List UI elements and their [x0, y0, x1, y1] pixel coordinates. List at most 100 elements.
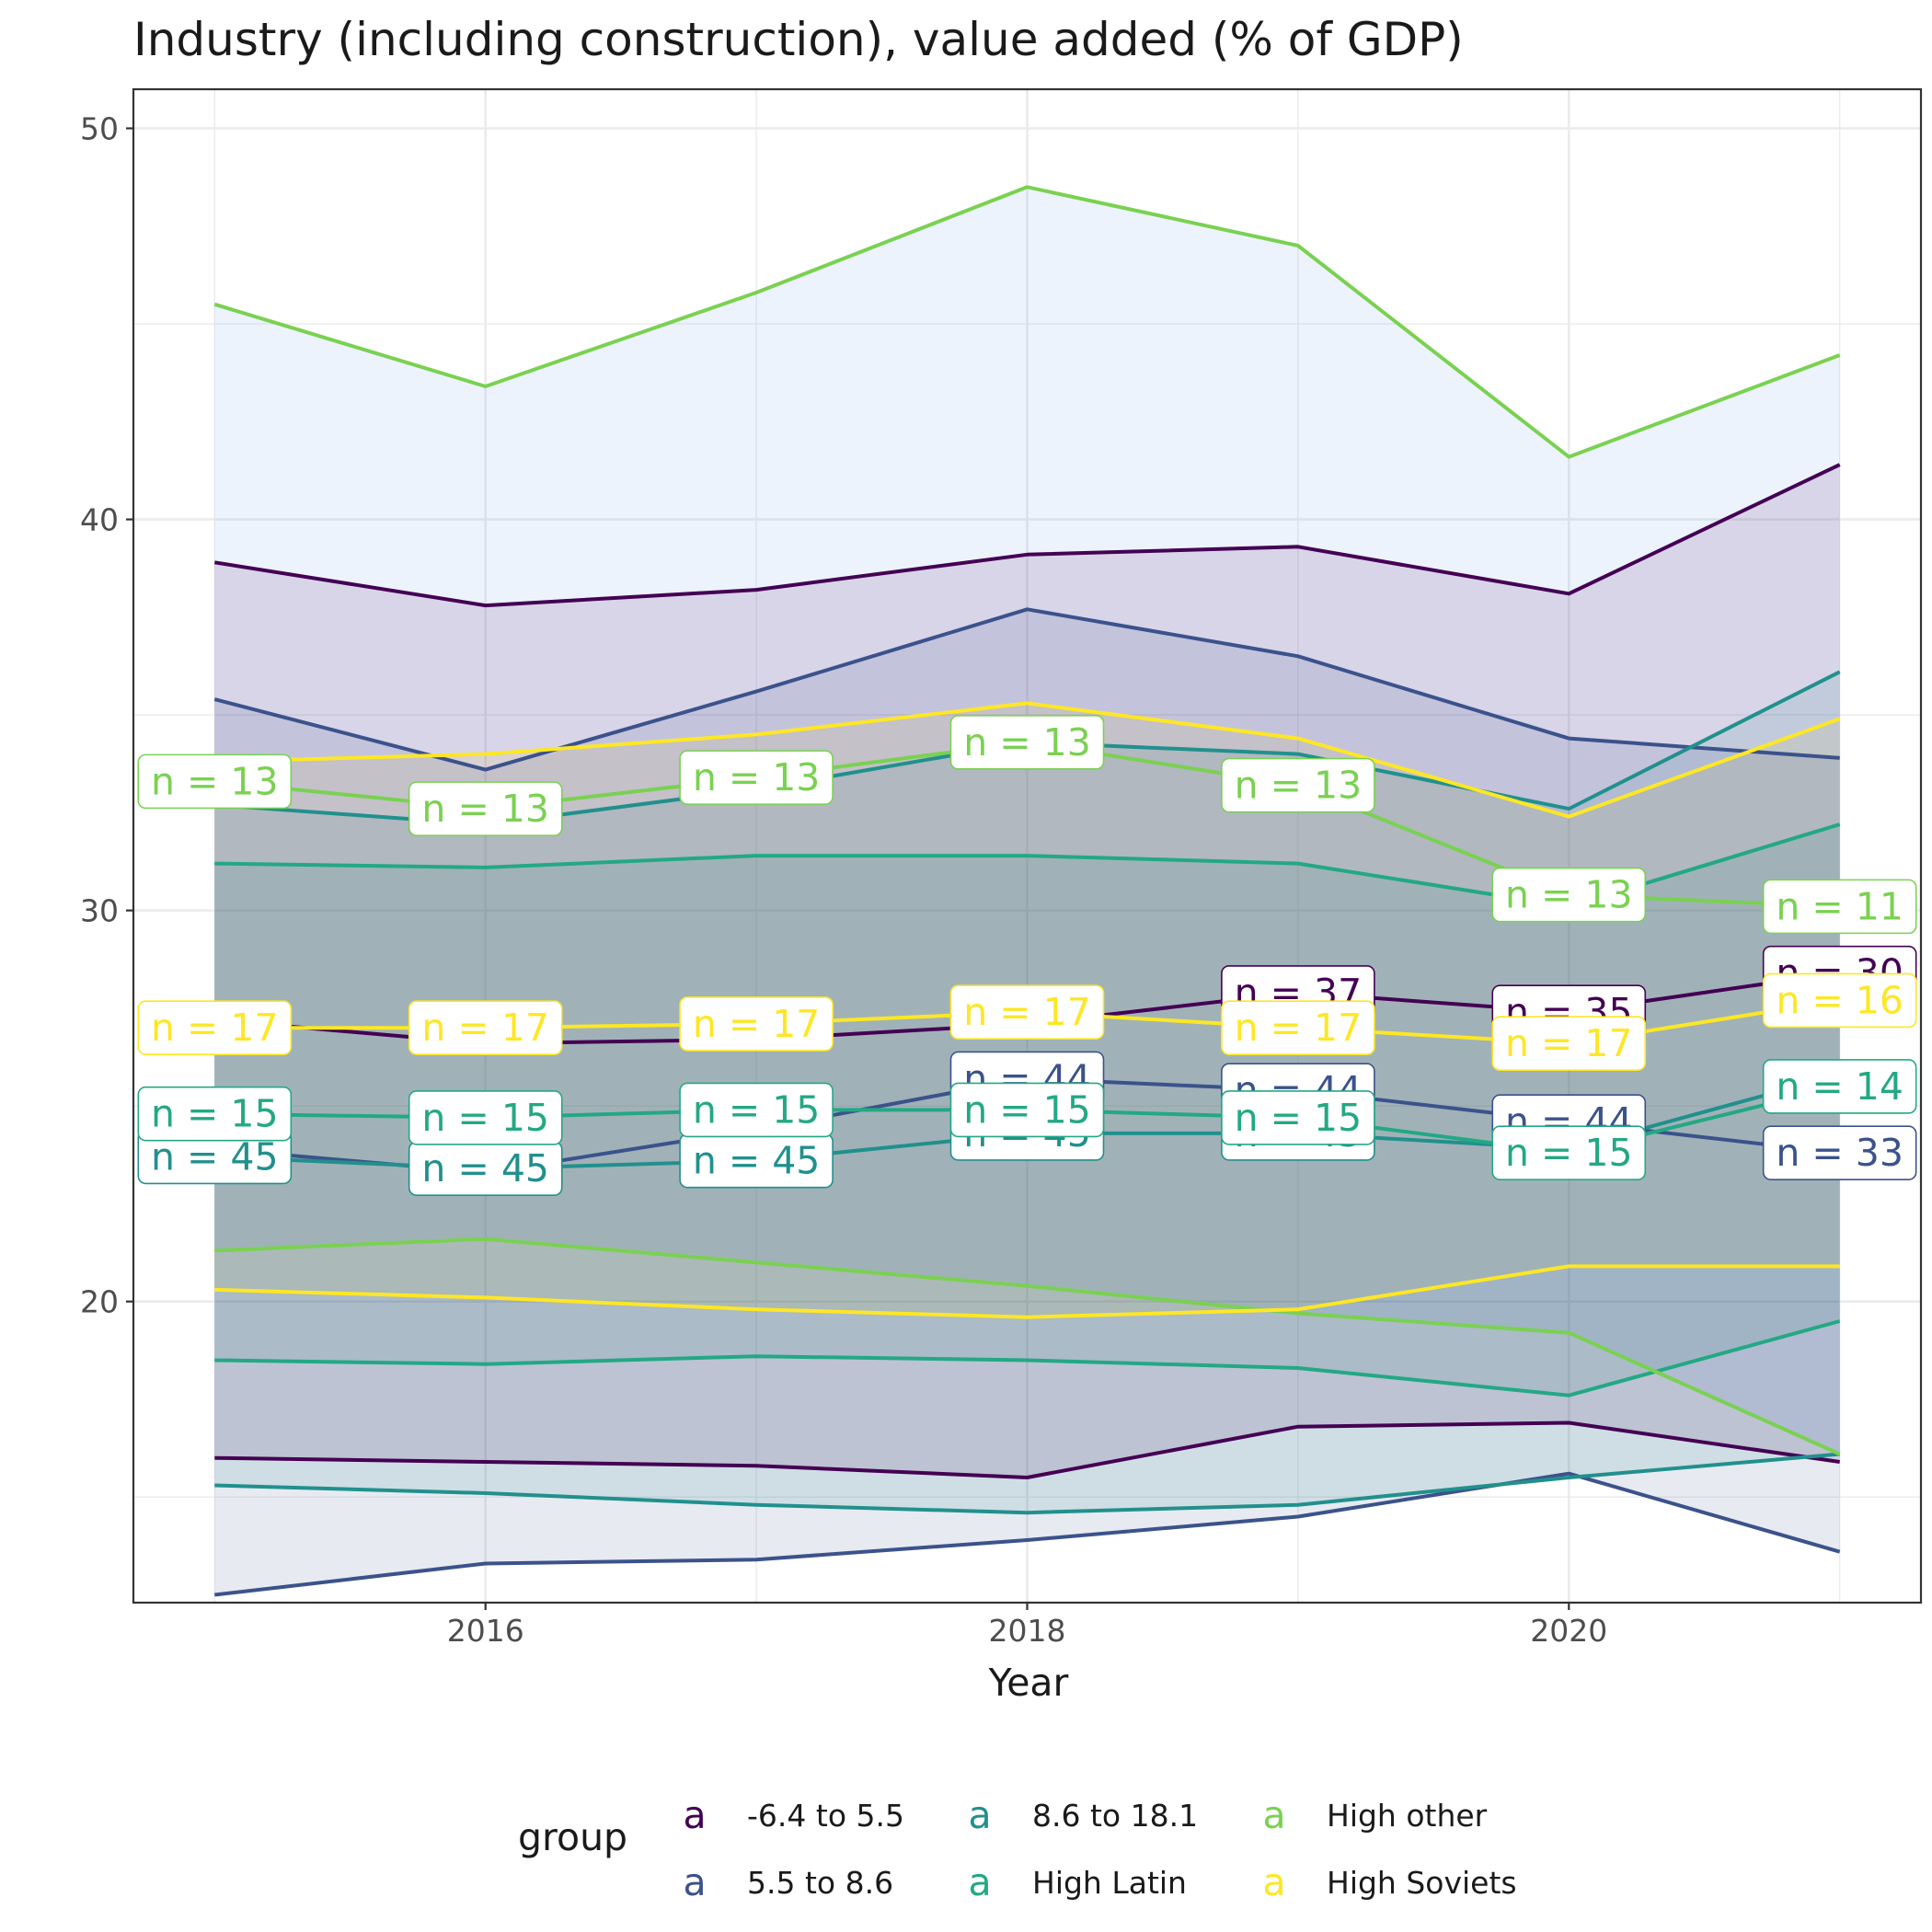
- line-upper-high-other: [213, 185, 1841, 459]
- n-label: n = 17: [679, 996, 834, 1052]
- n-label: n = 13: [137, 753, 293, 810]
- n-label-box: [1491, 867, 1647, 923]
- n-label-box: [1221, 1090, 1375, 1145]
- n-label-text: n = 15: [151, 1092, 279, 1136]
- n-label: n = 13: [408, 781, 563, 836]
- n-label-text: n = 17: [1235, 1006, 1363, 1050]
- legend-title: group: [518, 1815, 627, 1859]
- line-upper--6-4-to-5-5: [213, 463, 1841, 608]
- n-label-box: [1762, 1125, 1917, 1180]
- n-label-text: n = 13: [421, 787, 549, 831]
- n-label-box: [1762, 972, 1917, 1029]
- legend-label: High other: [1327, 1798, 1488, 1834]
- n-label: n = 15: [1491, 1125, 1647, 1180]
- n-label-box: [1221, 757, 1375, 813]
- n-label: n = 17: [1221, 1000, 1375, 1055]
- n-label: n = 17: [1491, 1016, 1647, 1071]
- n-label-text: n = 15: [963, 1087, 1091, 1132]
- n-label: n = 15: [408, 1090, 563, 1145]
- y-tick-label: 30: [80, 893, 119, 929]
- legend-key: a: [968, 1793, 991, 1837]
- legend-key: a: [683, 1860, 706, 1904]
- n-label-text: n = 17: [963, 990, 1091, 1034]
- x-tick-label: 2020: [1530, 1613, 1607, 1649]
- legend: group a -6.4 to 5.5 a 5.5 to 8.6 a 8.6 to 18.…: [518, 1793, 1517, 1904]
- x-tick-label: 2016: [447, 1613, 524, 1649]
- n-label: n = 13: [949, 715, 1105, 770]
- n-label: n = 15: [137, 1086, 293, 1142]
- n-label: n = 11: [1762, 879, 1917, 935]
- n-label: n = 15: [679, 1082, 834, 1138]
- n-label-box: [679, 1082, 834, 1138]
- grid: [133, 89, 1921, 1603]
- y-tick-label: 50: [80, 111, 119, 147]
- n-label-box: [949, 715, 1105, 770]
- n-label-box: [1491, 1125, 1647, 1180]
- n-label-box: [679, 996, 834, 1052]
- n-label-text: n = 13: [1235, 764, 1363, 808]
- legend-key: a: [683, 1793, 706, 1837]
- n-label: n = 33: [1762, 1125, 1917, 1180]
- n-label-text: n = 13: [693, 755, 821, 799]
- n-label-box: [408, 1090, 563, 1145]
- line-lower-8-6-to-18-1: [214, 1452, 1840, 1515]
- n-label: n = 17: [408, 1000, 563, 1055]
- n-label-text: n = 17: [693, 1002, 821, 1046]
- legend-label: High Latin: [1032, 1865, 1187, 1901]
- legend-label: -6.4 to 5.5: [747, 1798, 904, 1834]
- n-label-text: n = 15: [1235, 1096, 1363, 1140]
- n-label: n = 17: [137, 1000, 293, 1055]
- n-label-text: n = 17: [151, 1006, 279, 1050]
- legend-key: a: [1262, 1793, 1285, 1837]
- line-lower-5-5-to-8-6: [214, 1471, 1841, 1597]
- n-label-box: [949, 1082, 1105, 1138]
- n-label-text: n = 13: [1505, 873, 1633, 917]
- n-label: n = 17: [949, 984, 1105, 1040]
- y-tick-label: 40: [80, 502, 119, 538]
- n-label-text: n = 15: [421, 1096, 549, 1140]
- x-tick-label: 2018: [989, 1613, 1066, 1649]
- x-axis-title: Year: [988, 1661, 1069, 1705]
- line-upper-5-5-to-8-6: [213, 607, 1840, 772]
- line-lower-high-other: [214, 1236, 1841, 1456]
- n-label: n = 13: [1221, 757, 1375, 813]
- legend-label: 5.5 to 8.6: [747, 1865, 893, 1901]
- n-label-text: n = 45: [421, 1146, 549, 1190]
- legend-key: a: [968, 1860, 991, 1904]
- n-label-text: n = 13: [963, 720, 1091, 765]
- n-label-text: n = 15: [1505, 1131, 1633, 1175]
- n-label-box: [1762, 1059, 1917, 1114]
- line-upper-high-soviets: [214, 701, 1841, 819]
- n-label-text: n = 11: [1776, 884, 1903, 928]
- n-label-text: n = 15: [693, 1087, 821, 1132]
- chart-title: Industry (including construction), value…: [133, 13, 1464, 66]
- n-label-text: n = 45: [693, 1139, 821, 1183]
- n-label-box: [949, 984, 1105, 1040]
- n-label-text: n = 17: [421, 1006, 549, 1050]
- n-label: n = 45: [679, 1133, 834, 1189]
- n-label-text: n = 13: [151, 759, 279, 803]
- n-label-text: n = 33: [1776, 1131, 1903, 1175]
- n-label: n = 13: [679, 750, 834, 805]
- ribbon-high-other: [214, 187, 1840, 1455]
- legend-key: a: [1262, 1860, 1285, 1904]
- ribbon--6-4-to-5-5: [214, 465, 1840, 1478]
- n-label: n = 13: [1491, 867, 1647, 923]
- line-lower--6-4-to-5-5: [214, 1420, 1840, 1479]
- n-label-box: [1491, 1016, 1647, 1071]
- n-label: n = 14: [1762, 1059, 1917, 1114]
- n-label-text: n = 17: [1505, 1021, 1633, 1065]
- n-label-text: n = 45: [151, 1134, 279, 1179]
- n-labels: n = 37n = 35n = 30n = 44n = 44n = 44n = …: [137, 715, 1917, 1196]
- n-label-box: [408, 781, 563, 836]
- line-lower-high-soviets: [214, 1264, 1840, 1319]
- n-label-box: [137, 1086, 293, 1142]
- n-label: n = 15: [949, 1082, 1105, 1138]
- n-label-text: n = 16: [1776, 978, 1903, 1022]
- n-label-box: [137, 753, 293, 810]
- n-label-box: [408, 1000, 563, 1055]
- y-axis: 20 30 40 50: [80, 111, 133, 1320]
- n-label: n = 15: [1221, 1090, 1375, 1145]
- legend-label: High Soviets: [1327, 1865, 1517, 1901]
